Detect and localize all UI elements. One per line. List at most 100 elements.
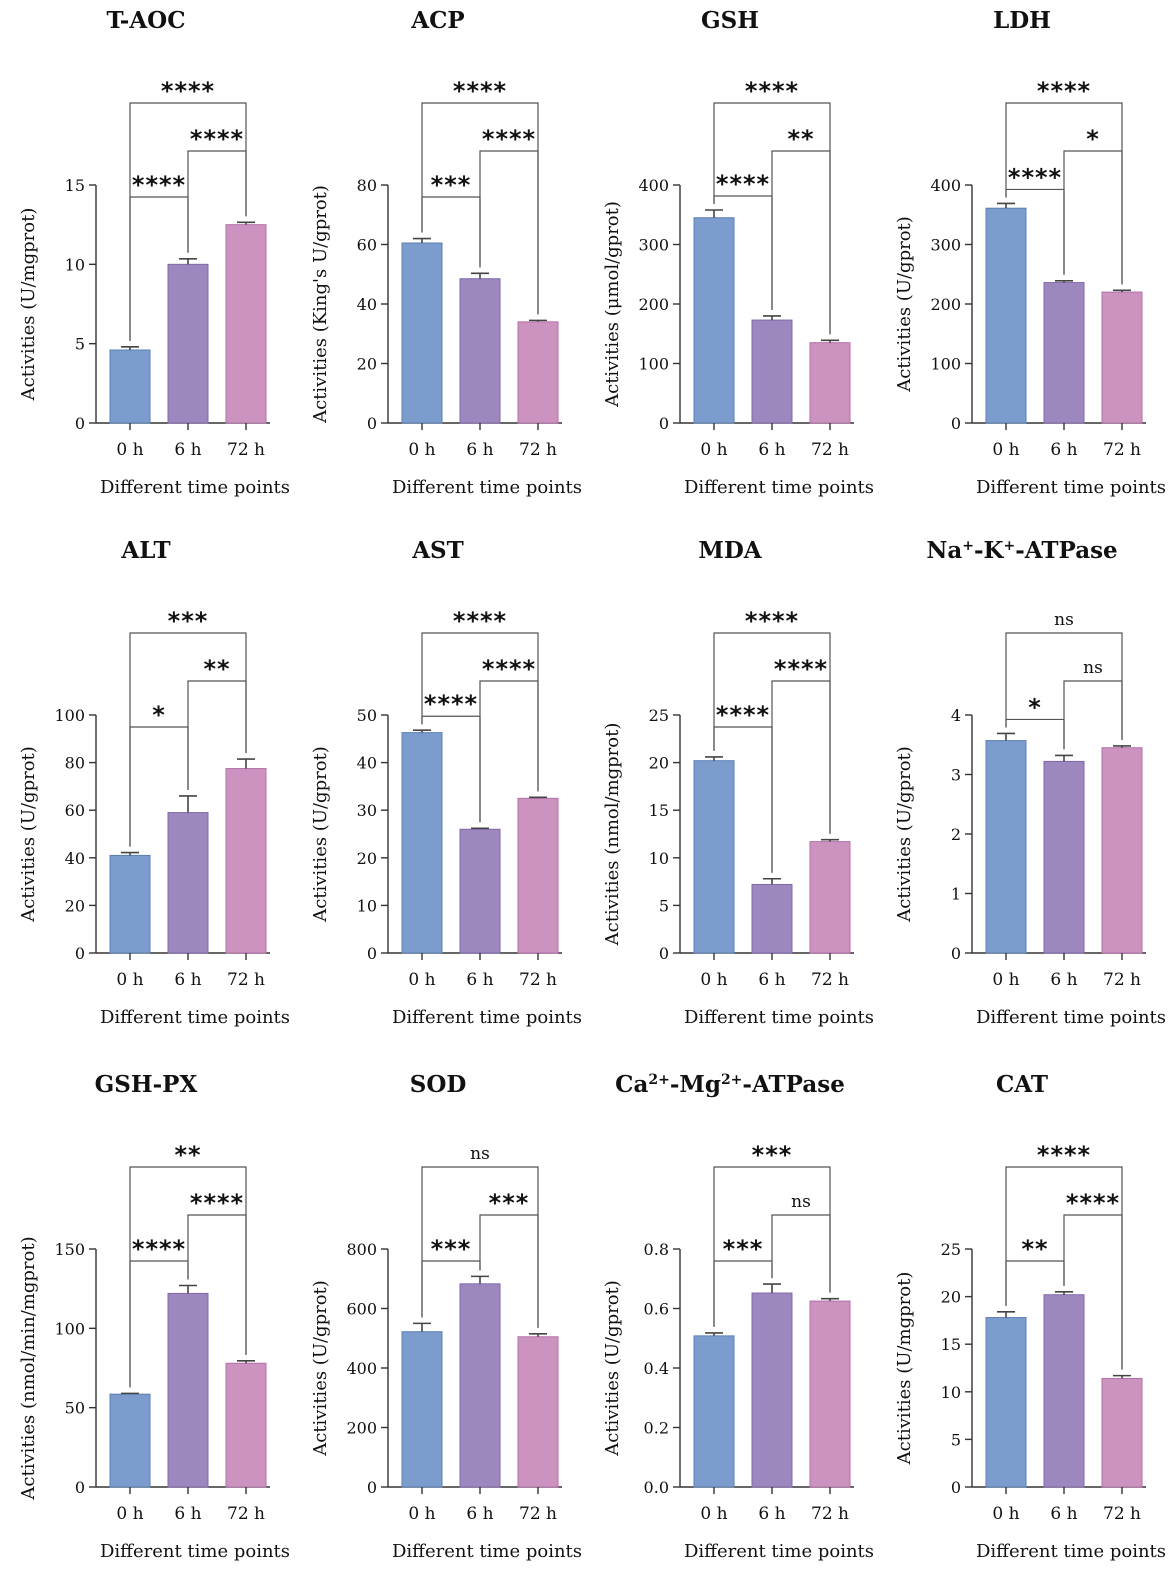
chart-svg: MDA 0 5 10 15 20 25 Activities (nmol/mgprot) 0 h… bbox=[602, 537, 874, 1028]
bar-72h bbox=[809, 1300, 851, 1488]
bar-72h bbox=[517, 797, 559, 954]
bar-72h bbox=[225, 768, 267, 954]
significance-label: *** bbox=[489, 1189, 530, 1217]
y-axis-label: Activities (nmol/min/mgprot) bbox=[18, 1236, 39, 1500]
y-tick-label: 10 bbox=[941, 1383, 961, 1402]
bar-6h bbox=[459, 1283, 501, 1488]
bar-0h bbox=[401, 1331, 443, 1488]
x-tick-label: 0 h bbox=[700, 970, 727, 990]
bar-0h bbox=[109, 349, 151, 424]
chart-svg: GSH-PX 0 50 100 150 Activities (nmol/min/mgpr… bbox=[18, 1071, 290, 1562]
significance-label: *** bbox=[752, 1141, 793, 1169]
y-tick-label: 100 bbox=[930, 355, 961, 374]
x-tick-label: 0 h bbox=[116, 1504, 143, 1524]
x-tick-label: 72 h bbox=[811, 970, 849, 990]
y-tick-label: 0.2 bbox=[644, 1419, 669, 1438]
x-tick-label: 6 h bbox=[466, 440, 493, 460]
x-tick-label: 6 h bbox=[1050, 440, 1077, 460]
significance-label: ns bbox=[791, 1192, 811, 1212]
y-tick-label: 15 bbox=[941, 1335, 961, 1354]
chart-svg: Na+-K+-ATPase 0 1 2 3 4 Activities (U/gprot) 0 … bbox=[894, 537, 1166, 1028]
y-tick-label: 20 bbox=[941, 1288, 961, 1307]
significance-bracket bbox=[713, 1166, 831, 1327]
bar-0h bbox=[109, 854, 151, 954]
significance-label: ns bbox=[470, 1144, 490, 1164]
significance-label: * bbox=[1086, 125, 1100, 153]
chart-title: ACP bbox=[410, 7, 464, 34]
y-axis-label: Activities (U/gprot) bbox=[894, 746, 915, 923]
y-tick-label: 5 bbox=[951, 1430, 961, 1449]
significance-bracket bbox=[1063, 150, 1123, 285]
chart-panel-8: Na+-K+-ATPase 0 1 2 3 4 Activities (U/gprot) 0 … bbox=[876, 530, 1168, 1061]
bar-6h bbox=[167, 812, 209, 954]
significance-bracket bbox=[129, 1166, 247, 1388]
y-tick-label: 400 bbox=[346, 1359, 377, 1378]
y-tick-label: 0.6 bbox=[644, 1300, 669, 1319]
significance-bracket bbox=[771, 1214, 831, 1293]
chart-title: GSH bbox=[701, 7, 759, 34]
y-tick-label: 200 bbox=[638, 295, 669, 314]
x-tick-label: 72 h bbox=[519, 440, 557, 460]
significance-label: **** bbox=[745, 77, 799, 105]
bar-6h bbox=[751, 1292, 793, 1488]
chart-panel-6: AST 0 10 20 30 40 50 Activities (U/gprot) 0 h 6 h… bbox=[292, 530, 584, 1061]
chart-panel-2: ACP 0 20 40 60 80 Activities (King's U/gprot) 0… bbox=[292, 0, 584, 531]
significance-label: *** bbox=[431, 1235, 472, 1263]
significance-label: **** bbox=[132, 1235, 186, 1263]
x-tick-label: 6 h bbox=[466, 1504, 493, 1524]
chart-title: Ca2+-Mg2+-ATPase bbox=[615, 1071, 845, 1098]
x-axis-label: Different time points bbox=[392, 1541, 582, 1562]
significance-label: **** bbox=[1066, 1189, 1120, 1217]
y-tick-label: 150 bbox=[54, 1240, 85, 1259]
y-tick-label: 0 bbox=[367, 1478, 377, 1497]
significance-label: ns bbox=[1054, 610, 1074, 630]
chart-panel-5: ALT 0 20 40 60 80 100 Activities (U/gprot) 0 h 6 … bbox=[0, 530, 292, 1061]
x-tick-label: 72 h bbox=[519, 1504, 557, 1524]
chart-title: T-AOC bbox=[106, 7, 185, 34]
y-tick-label: 0.4 bbox=[644, 1359, 669, 1378]
chart-title: SOD bbox=[410, 1071, 467, 1098]
chart-svg: CAT 0 5 10 15 20 25 Activities (U/mgprot) 0 h 6 h… bbox=[894, 1071, 1166, 1562]
significance-label: *** bbox=[431, 171, 472, 199]
y-tick-label: 40 bbox=[65, 849, 85, 868]
significance-bracket bbox=[1005, 1166, 1123, 1370]
significance-label: ** bbox=[1021, 1235, 1048, 1263]
x-tick-label: 6 h bbox=[758, 1504, 785, 1524]
x-axis-label: Different time points bbox=[976, 1541, 1166, 1562]
significance-bracket bbox=[1005, 102, 1123, 285]
bar-0h bbox=[985, 207, 1027, 424]
y-tick-label: 0.0 bbox=[644, 1478, 669, 1497]
y-tick-label: 0 bbox=[367, 414, 377, 433]
y-axis-label: Activities (U/gprot) bbox=[18, 746, 39, 923]
y-axis-label: Activities (U/gprot) bbox=[602, 1280, 623, 1457]
significance-label: ** bbox=[174, 1141, 201, 1169]
significance-label: *** bbox=[723, 1235, 764, 1263]
bar-6h bbox=[459, 278, 501, 424]
x-tick-label: 0 h bbox=[700, 440, 727, 460]
y-tick-label: 200 bbox=[346, 1419, 377, 1438]
x-tick-label: 72 h bbox=[227, 440, 265, 460]
chart-panel-11: Ca2+-Mg2+-ATPase 0.0 0.2 0.4 0.6 0.8 Activitie… bbox=[584, 1064, 876, 1595]
x-tick-label: 0 h bbox=[408, 970, 435, 990]
bar-0h bbox=[985, 1317, 1027, 1488]
significance-bracket bbox=[421, 1166, 539, 1328]
significance-label: **** bbox=[774, 655, 828, 683]
significance-bracket bbox=[713, 632, 831, 834]
y-tick-label: 5 bbox=[75, 335, 85, 354]
x-tick-label: 6 h bbox=[758, 440, 785, 460]
chart-panel-9: GSH-PX 0 50 100 150 Activities (nmol/min/mgpr… bbox=[0, 1064, 292, 1595]
significance-label: **** bbox=[482, 125, 536, 153]
x-tick-label: 72 h bbox=[227, 970, 265, 990]
y-tick-label: 0.8 bbox=[644, 1240, 669, 1259]
x-axis-label: Different time points bbox=[976, 477, 1166, 498]
y-tick-label: 0 bbox=[951, 1478, 961, 1497]
bar-72h bbox=[809, 841, 851, 954]
bar-0h bbox=[401, 732, 443, 954]
y-tick-label: 20 bbox=[357, 355, 377, 374]
y-axis-label: Activities (U/mgprot) bbox=[894, 1272, 915, 1466]
y-tick-label: 25 bbox=[941, 1240, 961, 1259]
significance-label: **** bbox=[161, 77, 215, 105]
y-tick-label: 15 bbox=[65, 176, 85, 195]
bar-72h bbox=[1101, 291, 1143, 424]
significance-label: ** bbox=[203, 655, 230, 683]
